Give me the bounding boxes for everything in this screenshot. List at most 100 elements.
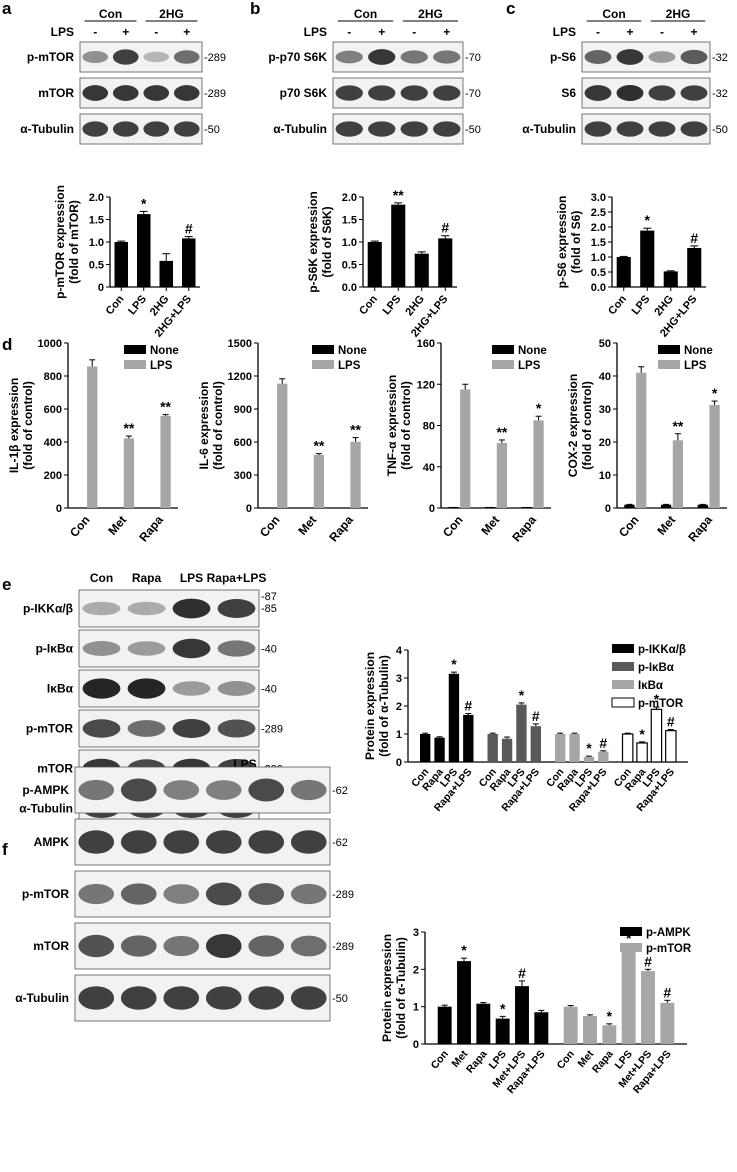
legend-swatch [658, 345, 680, 354]
y-axis-label: p-mTOR expression(fold of mTOR) [53, 185, 81, 299]
y-tick-label: 160 [417, 338, 435, 350]
significance-mark: # [518, 965, 526, 981]
blot-band [585, 85, 612, 101]
blot-strip: AMPK-62 [34, 819, 348, 865]
legend-label: IκBα [638, 680, 663, 692]
bar [391, 205, 405, 287]
group-label: Con [602, 7, 625, 21]
y-axis-label-line: IL-6 expression [197, 381, 211, 469]
legend-swatch [492, 360, 514, 369]
significance-mark: * [586, 740, 592, 756]
blot-band [649, 121, 676, 136]
y-axis-label: IL-1β expression(fold of control) [7, 378, 35, 473]
blot-band [681, 50, 708, 64]
blot-band [163, 884, 199, 904]
blot-band [206, 934, 242, 958]
bar [516, 705, 526, 762]
y-tick-label: 2 [413, 964, 419, 976]
treatment-sign: - [93, 25, 97, 39]
y-tick-label: 1.0 [342, 237, 357, 249]
treatment-sign: + [122, 25, 129, 39]
bar [115, 242, 129, 287]
blot-band [121, 986, 157, 1010]
blot-band [143, 85, 169, 101]
blot-strip: mTOR-289 [38, 78, 226, 108]
legend-swatch [312, 345, 334, 354]
blot-band [433, 121, 460, 136]
blot-band [143, 52, 169, 63]
bar [485, 507, 495, 508]
blot-strip: S6-32 [561, 78, 728, 108]
blot-band [681, 121, 708, 136]
blot-strip: p-mTOR-289 [27, 42, 226, 72]
y-tick-label: 400 [44, 437, 62, 449]
bar [497, 443, 507, 508]
y-axis-label-line: (fold of control) [580, 381, 594, 470]
bar [623, 734, 633, 762]
blot-band [291, 884, 327, 904]
group-label: 2HG [159, 7, 184, 21]
significance-mark: ** [160, 399, 171, 415]
bar [87, 366, 97, 508]
significance-mark: * [607, 1008, 613, 1024]
y-axis-label-line: p-S6 expression [555, 196, 569, 289]
blot-band [174, 85, 200, 101]
y-axis-label: Protein expression(fold of α-Tubulin) [363, 652, 391, 760]
lane-label: Con [90, 571, 113, 585]
blot-label: p-mTOR [27, 50, 74, 64]
y-tick-label: 0 [413, 1039, 419, 1051]
x-tick-label: LPS [381, 293, 404, 317]
legend-label: p-AMPK [646, 927, 691, 939]
panel-letter: c [506, 0, 515, 18]
legend-swatch [124, 345, 146, 354]
y-axis-label: p-S6 expression(fold of S6) [555, 196, 583, 289]
bar [339, 508, 349, 509]
y-tick-label: 0.0 [342, 282, 357, 294]
y-tick-label: 0 [605, 503, 611, 515]
x-tick-label: Rapa [590, 1048, 616, 1076]
blot-band [113, 49, 139, 64]
legend-label: p-IKKα/β [638, 644, 686, 656]
blot-label: mTOR [33, 939, 69, 953]
bar [160, 416, 170, 508]
mw-marker: -289 [332, 941, 354, 953]
x-tick-label: Met [105, 513, 129, 538]
y-tick-label: 0.5 [89, 260, 104, 272]
blot-band [163, 780, 199, 800]
bar [641, 971, 655, 1044]
y-axis-label-line: p-mTOR expression [53, 185, 67, 299]
significance-mark: * [500, 1000, 506, 1016]
treatment-sign: - [347, 25, 351, 39]
x-tick-label: Con [357, 293, 380, 317]
legend-label: p-mTOR [646, 943, 692, 955]
bar [661, 505, 671, 508]
blot-strip: p-S6-32 [550, 42, 728, 72]
y-tick-label: 1 [413, 1002, 419, 1014]
blot-strip: p-mTOR-289 [22, 871, 354, 917]
blot-band [368, 121, 395, 136]
blot-panel-c: cCon2HGLPS-+-+p-S6-32S6-32α-Tubulin-50 [506, 0, 728, 144]
x-tick-label: Con [257, 513, 283, 540]
significance-mark: # [441, 220, 449, 236]
blot-band [401, 85, 428, 100]
legend-label: None [150, 345, 179, 357]
blot-label: mTOR [38, 86, 74, 100]
significance-mark: ** [672, 418, 683, 434]
blot-label: α-Tubulin [20, 122, 74, 136]
blot-strip: α-Tubulin-50 [15, 975, 348, 1021]
group-label: Con [99, 7, 122, 21]
panel-letter: f [2, 840, 8, 859]
blot-label: α-Tubulin [522, 122, 576, 136]
legend-swatch [620, 943, 642, 952]
blot-band [218, 681, 256, 696]
blot-band [617, 121, 644, 136]
bar [622, 949, 636, 1044]
blot-band [163, 936, 199, 956]
significance-mark: * [519, 687, 525, 703]
treatment-sign: + [690, 25, 697, 39]
bar [617, 257, 631, 287]
blot-band [78, 986, 114, 1010]
y-axis-label-line: COX-2 expression [566, 374, 580, 477]
x-tick-label: Con [606, 293, 629, 317]
bar [531, 726, 541, 762]
